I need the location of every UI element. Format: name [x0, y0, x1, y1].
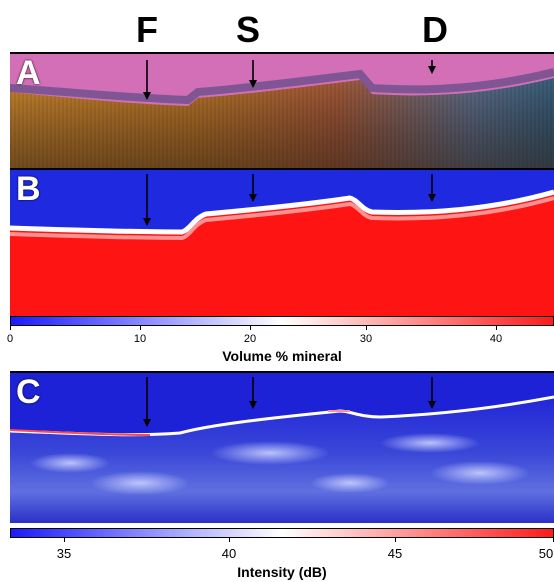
colorbar-mineral-tick: 20: [243, 333, 257, 345]
colorbar-intensity-tick: 40: [221, 546, 237, 561]
colorbar-mineral: 0 10 20 30 40 Volume % mineral: [6, 316, 554, 366]
label-s: S: [236, 9, 261, 50]
label-d: D: [422, 9, 448, 50]
colorbar-intensity-tick: 35: [56, 546, 72, 561]
colorbar-mineral-gradient: [10, 316, 554, 326]
colorbar-intensity-gradient: [10, 528, 554, 538]
colorbar-mineral-tick: 0: [6, 333, 14, 345]
colorbar-mineral-tick: 10: [133, 333, 147, 345]
panel-b-label: B: [16, 170, 41, 208]
colorbar-intensity-tick: 50: [538, 546, 554, 561]
panel-c-label: C: [16, 373, 41, 411]
colorbar-intensity: 35 40 45 50 Intensity (dB): [10, 528, 554, 582]
colorbar-mineral-tick: 40: [489, 333, 503, 345]
colorbar-mineral-label: Volume % mineral: [222, 348, 342, 364]
panel-a-image: [10, 54, 554, 170]
panel-b-mineral-map: B: [10, 168, 554, 316]
panel-c-image: [10, 373, 554, 523]
label-f: F: [136, 9, 158, 50]
colorbar-intensity-tick: 45: [387, 546, 403, 561]
panel-a-microscopy: A: [10, 52, 554, 170]
colorbar-intensity-label: Intensity (dB): [237, 564, 327, 580]
panel-c-oct-intensity: C: [10, 371, 554, 523]
colorbar-mineral-tick: 30: [359, 333, 373, 345]
panel-b-image: [10, 170, 554, 316]
panel-a-label: A: [16, 54, 41, 92]
